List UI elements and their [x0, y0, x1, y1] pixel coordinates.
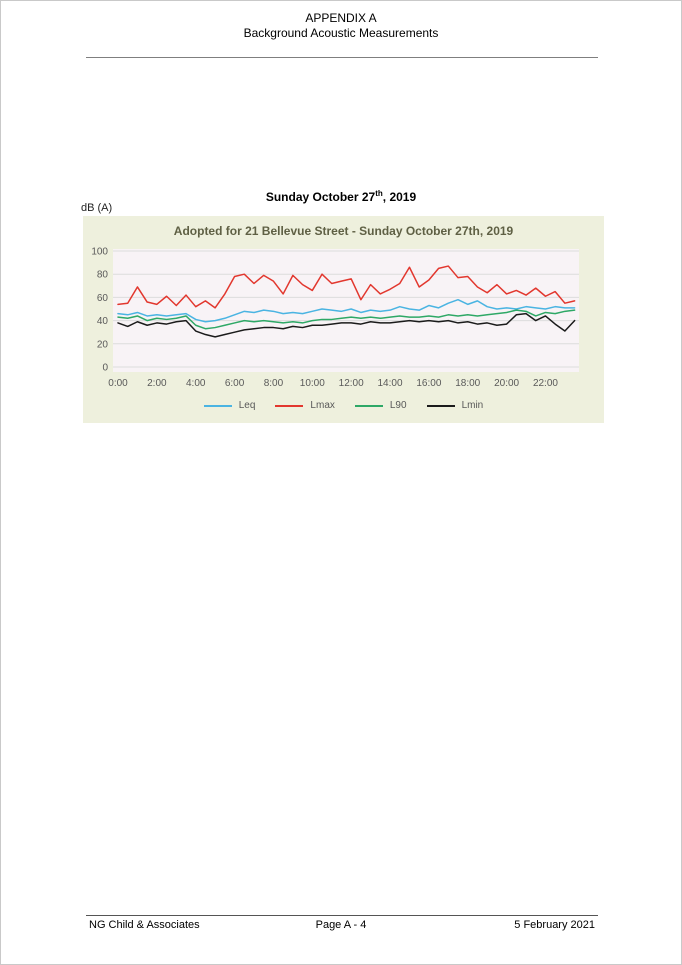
x-tick-label: 22:00 [533, 378, 558, 389]
footer-company: NG Child & Associates [89, 919, 200, 931]
legend-line-icon [426, 404, 455, 407]
x-tick-label: 0:00 [108, 378, 128, 389]
lmin-line [117, 312, 576, 338]
legend-line-icon [275, 404, 304, 407]
y-tick-label: 60 [97, 293, 109, 304]
l90-line [117, 309, 576, 330]
section-title-text: Sunday October 27 [265, 190, 376, 204]
y-tick-label: 0 [102, 363, 108, 374]
footer-date: 5 February 2021 [514, 919, 595, 931]
chart-title: Adopted for 21 Bellevue Street - Sunday … [173, 224, 514, 238]
page-header: APPENDIX A Background Acoustic Measureme… [1, 11, 681, 41]
legend-label: Lmin [461, 400, 484, 411]
legend-label: L90 [389, 400, 407, 411]
x-tick-label: 2:00 [147, 378, 167, 389]
appendix-subtitle: Background Acoustic Measurements [243, 26, 439, 40]
x-tick-label: 16:00 [416, 378, 441, 389]
x-tick-label: 18:00 [455, 378, 480, 389]
x-tick-label: 14:00 [378, 378, 403, 389]
legend-item-l90: L90 [354, 400, 407, 411]
x-tick-label: 4:00 [186, 378, 206, 389]
footer-page-number: Page A - 4 [315, 919, 367, 931]
x-tick-label: 10:00 [300, 378, 325, 389]
appendix-title: APPENDIX A [305, 11, 377, 25]
y-tick-label: 40 [97, 316, 109, 327]
legend-line-icon [354, 404, 383, 407]
y-axis-unit-label: dB (A) [81, 202, 113, 214]
x-tick-label: 8:00 [264, 378, 284, 389]
legend-line-icon [203, 404, 232, 407]
x-tick-label: 20:00 [494, 378, 519, 389]
chart-canvas: 0 20 40 60 80 100 0:00 2:00 4:00 6:00 8:00 10:00 12:… [91, 247, 579, 389]
y-tick-label: 80 [97, 270, 109, 281]
section-title: Sunday October 27th, 2019 [1, 189, 681, 204]
y-tick-label: 20 [97, 339, 109, 350]
legend-label: Leq [238, 400, 256, 411]
footer-rule [86, 915, 598, 916]
legend-item-lmin: Lmin [426, 400, 484, 411]
x-tick-label: 6:00 [225, 378, 245, 389]
lmax-line [117, 265, 576, 309]
legend-item-lmax: Lmax [275, 400, 335, 411]
chart-legend: Leq Lmax L90 Lmin [83, 400, 604, 411]
leq-line [117, 298, 576, 323]
section-title-superscript: th [375, 189, 383, 198]
section-title-suffix: , 2019 [382, 190, 417, 204]
header-rule [86, 57, 598, 58]
acoustic-measurements-chart: 0 20 40 60 80 100 0:00 2:00 4:00 6:00 8:00 10:00 12:… [83, 216, 604, 423]
x-tick-label: 12:00 [339, 378, 364, 389]
legend-item-leq: Leq [203, 400, 256, 411]
y-tick-label: 100 [91, 247, 108, 258]
legend-label: Lmax [310, 400, 335, 411]
